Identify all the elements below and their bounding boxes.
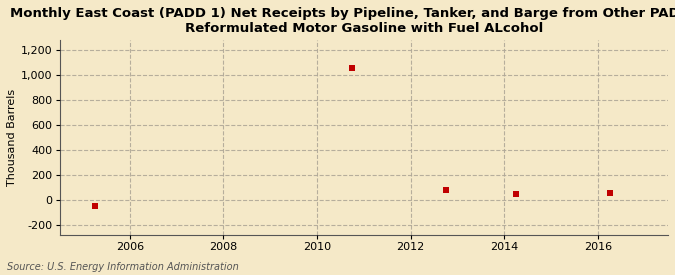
Y-axis label: Thousand Barrels: Thousand Barrels (7, 89, 17, 186)
Title: Monthly East Coast (PADD 1) Net Receipts by Pipeline, Tanker, and Barge from Oth: Monthly East Coast (PADD 1) Net Receipts… (9, 7, 675, 35)
Text: Source: U.S. Energy Information Administration: Source: U.S. Energy Information Administ… (7, 262, 238, 272)
